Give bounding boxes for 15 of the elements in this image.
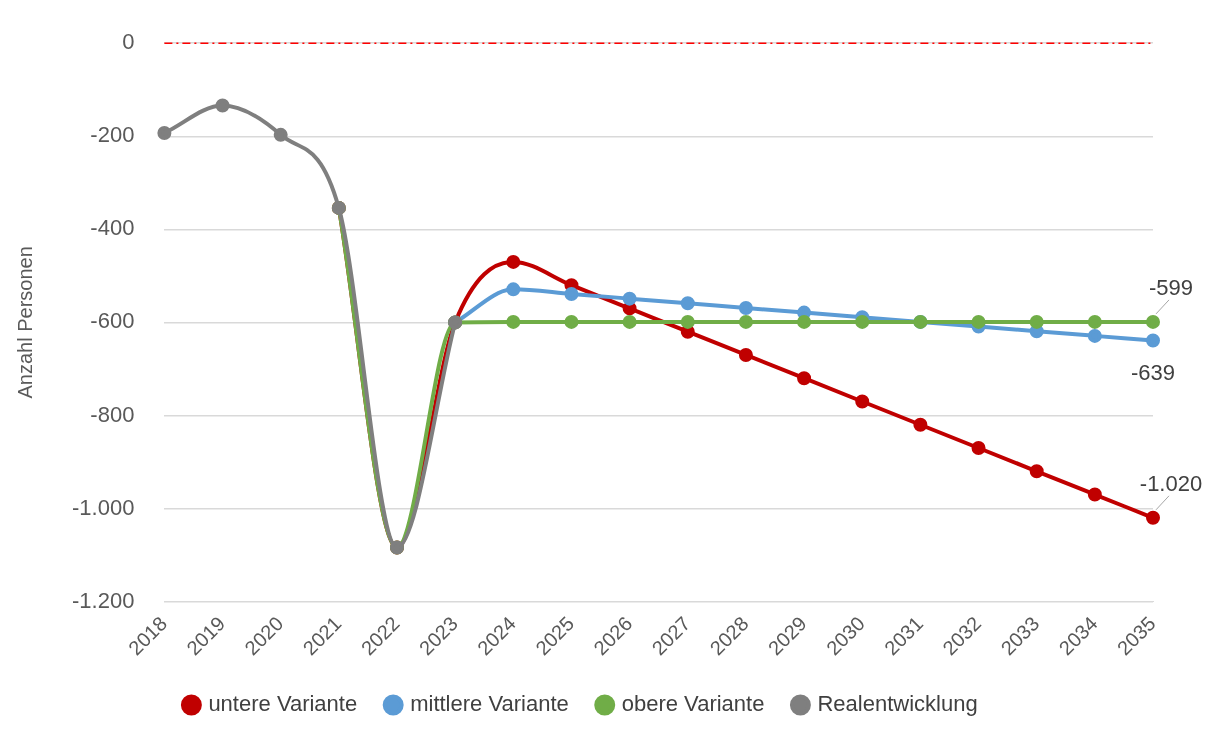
legend-label: obere Variante [621,691,765,717]
data-label: -639 [1130,359,1176,385]
data-label: -599 [1148,274,1194,300]
y-tick-label: -400 [90,215,135,241]
y-tick-label: -800 [90,401,135,427]
y-tick-label: -200 [90,122,135,148]
y-tick-label: 0 [122,29,135,55]
data-label: -1.020 [1139,470,1203,496]
y-axis-title: Anzahl Personen [13,246,36,399]
y-tick-label: -1.200 [71,587,135,613]
legend-label: Realentwicklung [817,691,978,717]
y-tick-label: -600 [90,308,135,334]
legend-label: untere Variante [208,691,358,717]
y-tick-label: -1.000 [71,494,135,520]
legend-label: mittlere Variante [410,691,569,717]
